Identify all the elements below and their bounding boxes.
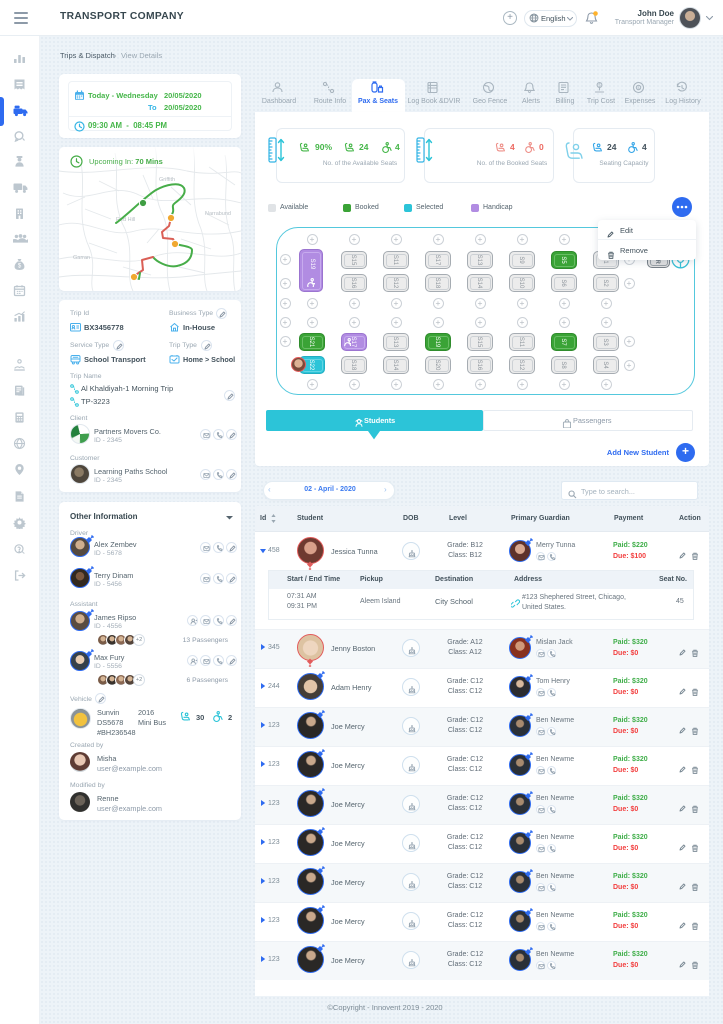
svg-text:$: $ [598,82,601,87]
svg-text:$: $ [18,264,22,270]
svg-text:$: $ [637,85,640,90]
svg-text:Red Hill: Red Hill [116,217,135,223]
svg-text:Griffith: Griffith [159,177,175,183]
svg-text:Garran: Garran [73,255,90,261]
svg-text:Narrabund: Narrabund [205,211,231,217]
